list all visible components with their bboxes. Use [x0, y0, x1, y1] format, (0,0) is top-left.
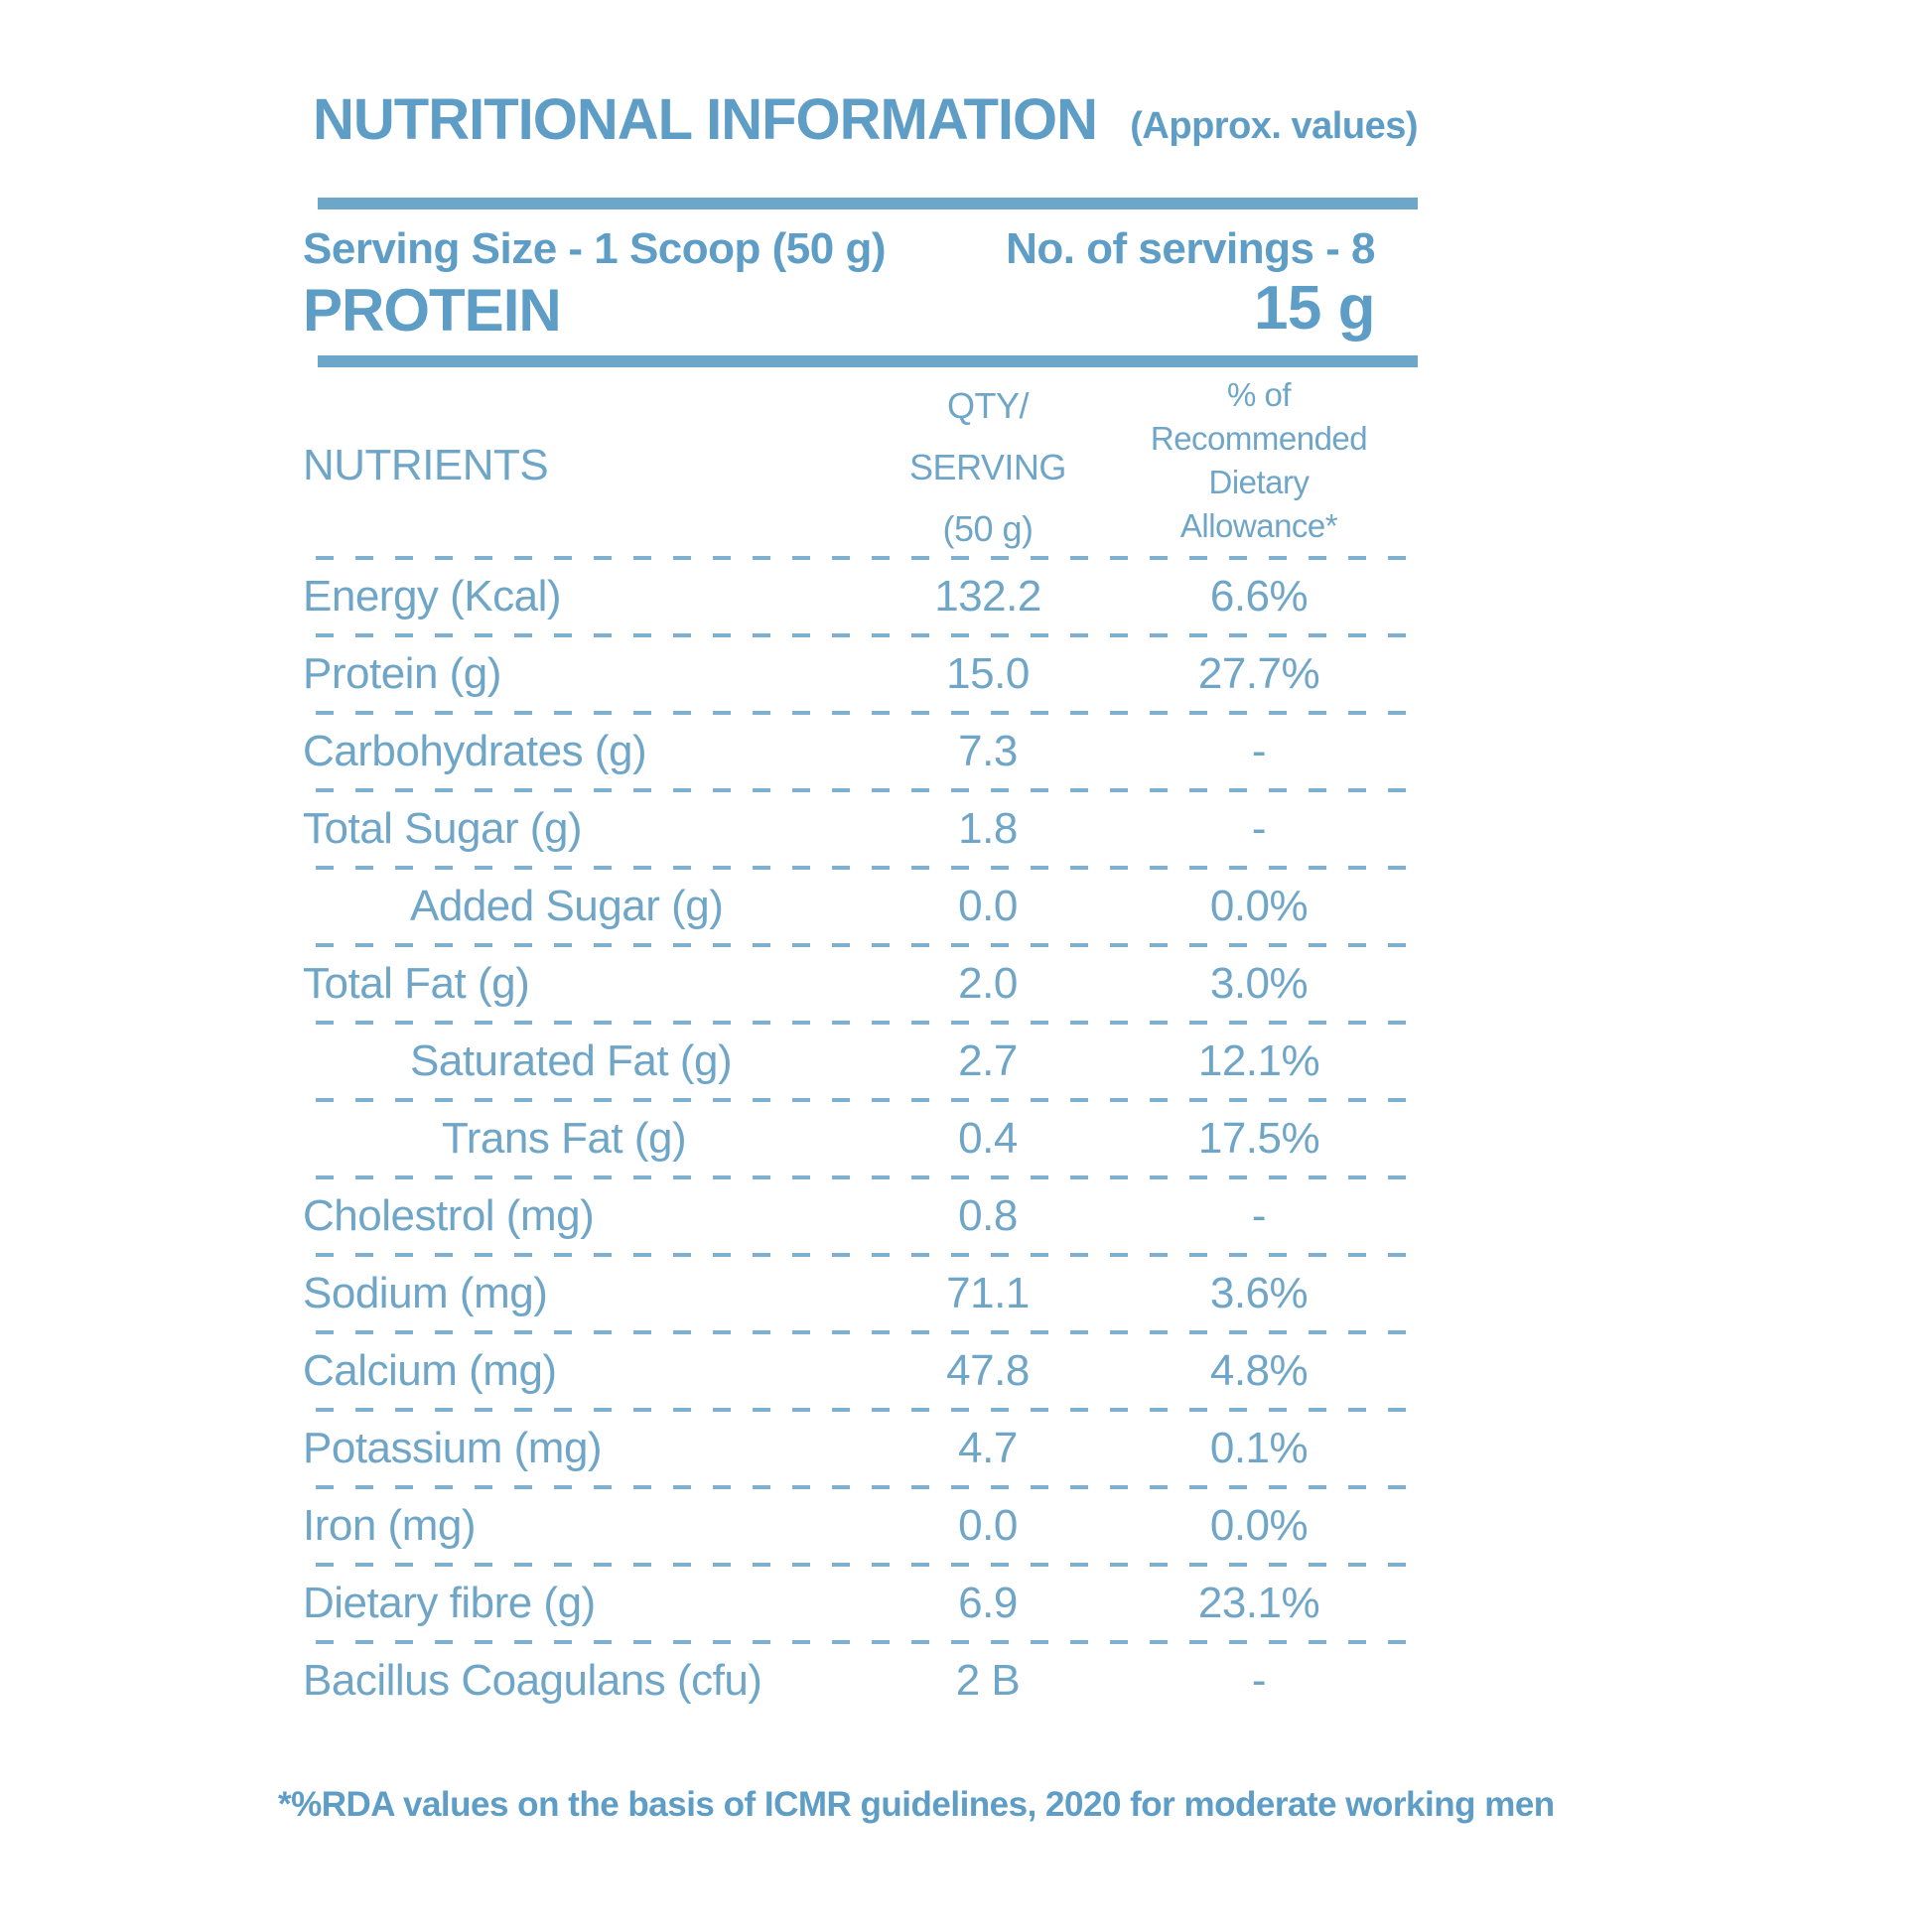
- nutrient-rda: 6.6%: [1209, 572, 1309, 621]
- column-header-rda: % of Recommended Dietary Allowance*: [1117, 371, 1401, 560]
- table-row: Cholestrol (mg) 0.8 -: [303, 1175, 1420, 1255]
- nutrient-rda: 3.6%: [1209, 1269, 1309, 1317]
- serving-size-text: Serving Size - 1 Scoop (50 g): [303, 224, 886, 273]
- nutrient-rda: -: [1251, 804, 1267, 853]
- table-row: Calcium (mg) 47.8 4.8%: [303, 1330, 1420, 1410]
- macro-value: 15 g: [1253, 274, 1376, 343]
- nutrient-qty: 47.8: [946, 1346, 1030, 1395]
- table-row: Total Fat (g) 2.0 3.0%: [303, 943, 1420, 1023]
- servings-count-block: No. of servings - 8 15 g: [1006, 224, 1375, 342]
- table-row: Energy (Kcal) 132.2 6.6%: [303, 556, 1420, 635]
- nutrient-rda: 17.5%: [1197, 1114, 1320, 1163]
- nutrient-rda: -: [1251, 1656, 1267, 1705]
- nutrient-qty: 0.0: [958, 1501, 1018, 1550]
- nutrient-rda: 4.8%: [1209, 1346, 1309, 1395]
- nutrient-rda: -: [1251, 727, 1267, 775]
- column-header-qty: QTY/ SERVING (50 g): [859, 371, 1117, 560]
- label-header: NUTRITIONAL INFORMATION (Approx. values): [313, 91, 1418, 149]
- table-row: Iron (mg) 0.0 0.0%: [303, 1485, 1420, 1565]
- nutrient-table: Energy (Kcal) 132.2 6.6% Protein (g) 15.…: [303, 556, 1420, 1720]
- nutrient-label: Cholestrol (mg): [303, 1191, 595, 1240]
- rda-footnote: *%RDA values on the basis of ICMR guidel…: [278, 1785, 1555, 1824]
- nutrient-label: Dietary fibre (g): [303, 1579, 596, 1627]
- divider-rule-top: [318, 198, 1418, 209]
- nutrient-rda: 27.7%: [1197, 649, 1320, 698]
- nutrient-qty: 1.8: [958, 804, 1018, 853]
- table-header: NUTRIENTS QTY/ SERVING (50 g) % of Recom…: [303, 371, 1420, 558]
- nutrient-label: Potassium (mg): [303, 1424, 603, 1472]
- nutrient-qty: 0.8: [958, 1191, 1018, 1240]
- nutrient-rda: 0.0%: [1209, 882, 1309, 930]
- approx-values-note: (Approx. values): [1130, 105, 1418, 147]
- nutrient-label: Calcium (mg): [303, 1346, 557, 1395]
- table-row: Saturated Fat (g) 2.7 12.1%: [303, 1021, 1420, 1100]
- nutrient-rda: 3.0%: [1209, 959, 1309, 1008]
- nutrient-label: Saturated Fat (g): [410, 1036, 733, 1085]
- nutrient-qty: 15.0: [946, 649, 1030, 698]
- nutrient-qty: 0.4: [958, 1114, 1018, 1163]
- nutrient-label: Sodium (mg): [303, 1269, 548, 1317]
- rda-header-line: Dietary: [1208, 464, 1310, 500]
- table-row: Sodium (mg) 71.1 3.6%: [303, 1253, 1420, 1332]
- column-header-nutrients: NUTRIENTS: [303, 441, 549, 489]
- table-row: Carbohydrates (g) 7.3 -: [303, 711, 1420, 790]
- nutrient-label: Carbohydrates (g): [303, 727, 647, 775]
- nutrient-qty: 6.9: [958, 1579, 1018, 1627]
- nutrient-qty: 7.3: [958, 727, 1018, 775]
- nutrient-rda: 0.0%: [1209, 1501, 1309, 1550]
- macro-label: PROTEIN: [303, 277, 562, 344]
- nutrient-rda: 12.1%: [1197, 1036, 1320, 1085]
- nutrient-qty: 4.7: [958, 1424, 1018, 1472]
- table-row: Added Sugar (g) 0.0 0.0%: [303, 866, 1420, 945]
- serving-info: Serving Size - 1 Scoop (50 g) PROTEIN No…: [303, 224, 1375, 342]
- table-row: Bacillus Coagulans (cfu) 2 B -: [303, 1640, 1420, 1720]
- nutrient-label: Iron (mg): [303, 1501, 476, 1550]
- table-row: Trans Fat (g) 0.4 17.5%: [303, 1098, 1420, 1177]
- nutrient-label: Total Sugar (g): [303, 804, 583, 853]
- page-title: NUTRITIONAL INFORMATION: [313, 87, 1098, 152]
- table-row: Protein (g) 15.0 27.7%: [303, 633, 1420, 713]
- nutrient-label: Bacillus Coagulans (cfu): [303, 1656, 762, 1705]
- nutrient-label: Protein (g): [303, 649, 501, 698]
- rda-header-line: Recommended: [1150, 420, 1368, 457]
- rda-header-line: Allowance*: [1179, 507, 1338, 544]
- nutrient-label: Trans Fat (g): [442, 1114, 687, 1163]
- table-row: Potassium (mg) 4.7 0.1%: [303, 1408, 1420, 1487]
- nutrient-qty: 2.7: [958, 1036, 1018, 1085]
- qty-header-line: QTY/: [946, 385, 1030, 426]
- qty-header-line: SERVING: [909, 447, 1066, 487]
- divider-rule-bottom: [318, 355, 1418, 367]
- table-row: Total Sugar (g) 1.8 -: [303, 788, 1420, 868]
- nutrient-label: Total Fat (g): [303, 959, 530, 1008]
- nutrient-rda: 23.1%: [1197, 1579, 1320, 1627]
- nutrient-qty: 2.0: [958, 959, 1018, 1008]
- serving-size-block: Serving Size - 1 Scoop (50 g) PROTEIN: [303, 224, 886, 342]
- nutrient-rda: 0.1%: [1209, 1424, 1309, 1472]
- nutrient-qty: 71.1: [946, 1269, 1030, 1317]
- nutrient-qty: 132.2: [934, 572, 1041, 621]
- qty-header-line: (50 g): [942, 508, 1034, 549]
- nutrient-qty: 0.0: [958, 882, 1018, 930]
- servings-count-text: No. of servings - 8: [1006, 224, 1375, 273]
- nutrient-rda: -: [1251, 1191, 1267, 1240]
- rda-header-line: % of: [1226, 376, 1292, 413]
- nutrient-qty: 2 B: [955, 1656, 1021, 1705]
- table-row: Dietary fibre (g) 6.9 23.1%: [303, 1563, 1420, 1642]
- nutrient-label: Added Sugar (g): [410, 882, 724, 930]
- nutrient-label: Energy (Kcal): [303, 572, 562, 621]
